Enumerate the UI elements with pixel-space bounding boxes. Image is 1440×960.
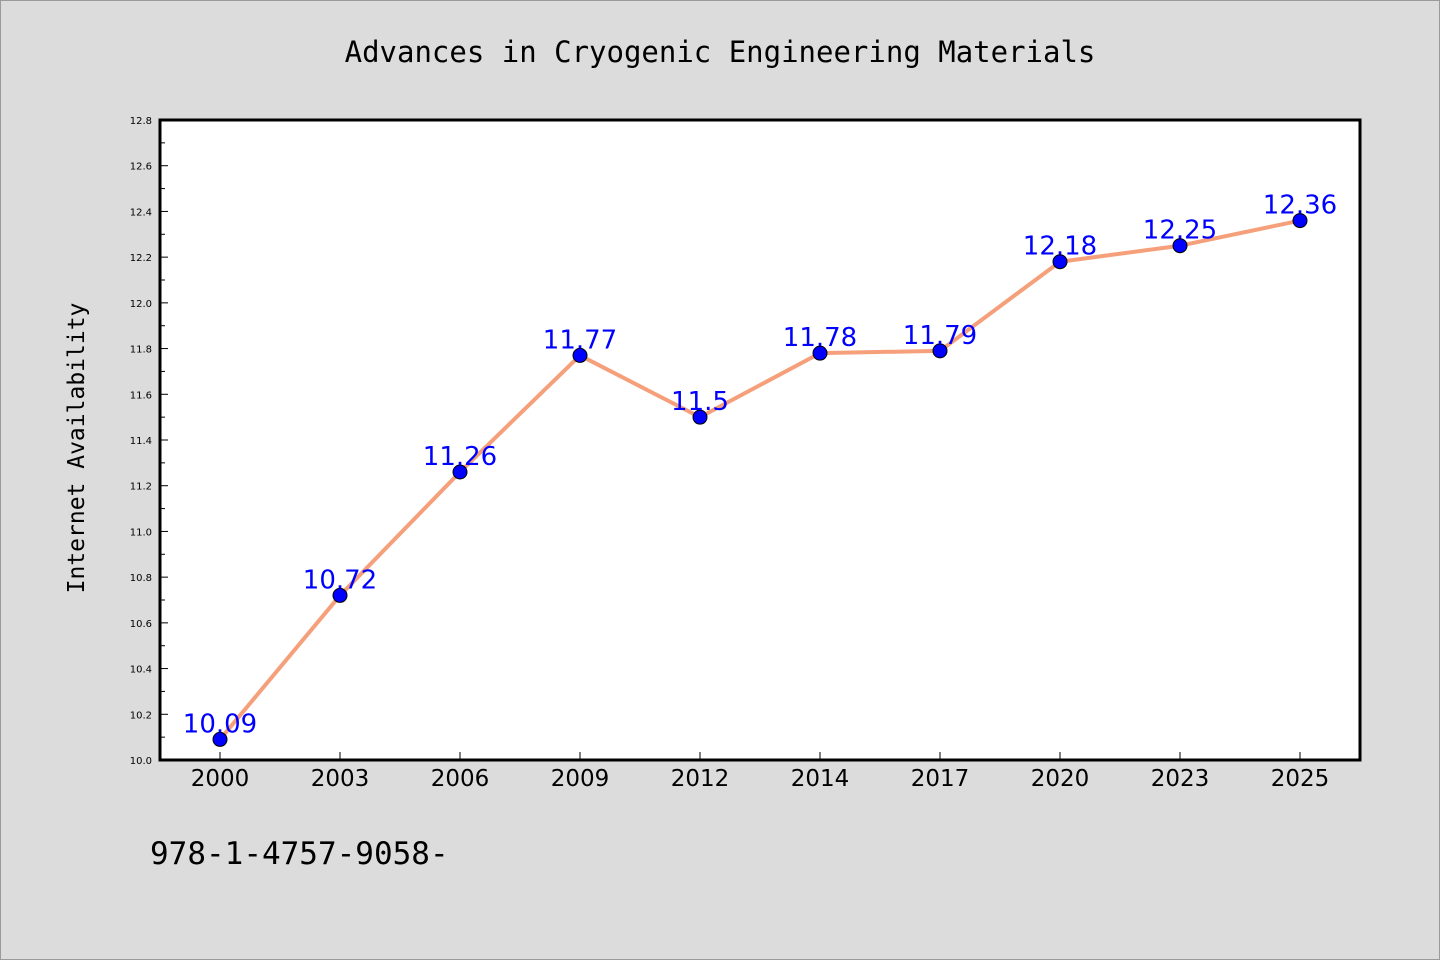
y-tick-label: 12.6 [130,162,152,173]
data-label: 10.72 [303,565,377,595]
y-tick-label: 12.0 [130,299,152,310]
series-line [218,218,1301,741]
y-tick-label: 11.0 [130,527,152,538]
x-tick-label: 2009 [551,766,610,792]
y-tick-label: 12.2 [130,253,152,264]
x-tick-label: 2003 [311,766,370,792]
chart-title: Advances in Cryogenic Engineering Materi… [345,35,1096,69]
data-label: 12.18 [1023,232,1097,262]
data-point [932,343,948,359]
y-tick-label: 10.8 [130,573,152,584]
y-tick-label: 11.6 [130,390,152,401]
y-tick-label: 10.0 [130,756,152,767]
data-label: 11.77 [543,325,617,355]
y-tick-label: 12.8 [130,116,152,127]
data-label: 11.79 [903,321,977,351]
data-point [1172,238,1188,254]
data-labels: 10.09 10.72 11.26 11.77 11.5 11.78 11.79 12.18 1… [183,191,1337,740]
x-tick-label: 2014 [791,766,850,792]
data-point [1292,213,1308,229]
series-points [212,213,1308,747]
data-label: 11.5 [671,387,729,417]
data-point [1052,254,1068,270]
y-tick-label: 10.2 [130,710,152,721]
x-tick-label: 2017 [911,766,970,792]
data-point [692,409,708,425]
data-label: 12.25 [1143,216,1217,246]
data-point [452,464,468,480]
y-tick-label: 11.4 [130,436,152,447]
y-axis-ticks: 10.0 10.2 10.4 10.6 10.8 11.0 11.2 11.4 11.6 11.8… [130,116,168,767]
plot-area [158,118,1362,762]
x-tick-label: 2020 [1031,766,1090,792]
series-lines [218,218,1301,741]
x-tick-label: 2023 [1151,766,1210,792]
data-point [572,347,588,363]
y-tick-label: 11.8 [130,345,152,356]
footer-isbn-text: 978-1-4757-9058- [150,836,449,872]
y-tick-label: 10.6 [130,619,152,630]
data-point [332,587,348,603]
data-point [212,731,228,747]
x-tick-label: 2006 [431,766,490,792]
data-label: 11.26 [423,442,497,472]
x-tick-label: 2012 [671,766,730,792]
y-tick-label: 10.4 [130,665,152,676]
data-label: 12.36 [1263,191,1337,221]
y-tick-label: 11.2 [130,482,152,493]
data-point [812,345,828,361]
y-axis-label: Internet Availability [64,303,90,594]
x-tick-label: 2025 [1271,766,1330,792]
data-label: 11.78 [783,323,857,353]
x-tick-label: 2000 [191,766,250,792]
data-label: 10.09 [183,709,257,739]
y-tick-label: 12.4 [130,207,152,218]
x-axis-ticks: 2000 2003 2006 2009 2012 2014 2017 2020 2023 2025 [191,752,1330,792]
